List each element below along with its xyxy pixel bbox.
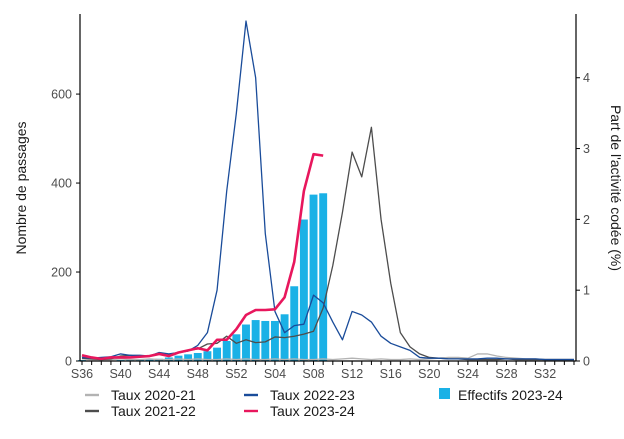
y-right-tick-label: 0 (583, 355, 590, 369)
y-axis-right-title: Part de l'activité codée (%) (608, 105, 624, 271)
bar-S01 (242, 324, 250, 361)
legend-label: Taux 2022-23 (270, 387, 355, 403)
bar-S52 (232, 334, 241, 361)
x-tick-label: S28 (495, 367, 517, 381)
bar-S02 (251, 320, 260, 361)
y-left-tick-label: 200 (51, 266, 72, 280)
x-tick-label: S44 (148, 367, 170, 381)
y-left-tick-label: 0 (65, 355, 72, 369)
x-tick-label: S04 (264, 367, 286, 381)
y-left-tick-label: 600 (51, 88, 72, 102)
x-tick-label: S32 (534, 367, 556, 381)
x-tick-label: S24 (457, 367, 479, 381)
y-right-tick-label: 4 (583, 71, 590, 85)
series-line-taux-2021-22 (81, 126, 574, 361)
bar-S49 (203, 351, 212, 361)
series-line-taux-2020-21 (81, 353, 574, 361)
axis-ticks: 0 200 400 600 0 1 2 3 4 S36 S40 S44 S48 S52 S04 S08 S12 S… (51, 71, 590, 381)
bar-S50 (213, 347, 222, 361)
x-tick-label: S16 (380, 367, 402, 381)
series-line-taux-2022-23 (81, 20, 574, 361)
x-tick-label: S36 (71, 367, 93, 381)
bar-S48 (193, 352, 202, 361)
bar-S42 (135, 359, 144, 361)
bar-S03 (261, 320, 270, 361)
y-left-tick-label: 400 (51, 177, 72, 191)
bar-series (78, 193, 328, 361)
bar-S07 (299, 219, 308, 361)
line-series (81, 20, 574, 361)
bar-S47 (184, 354, 193, 361)
legend-label: Taux 2020-21 (111, 387, 196, 403)
x-tick-label: S08 (302, 367, 324, 381)
x-tick-label: S20 (418, 367, 440, 381)
bar-S09 (319, 193, 328, 361)
bar-S43 (145, 359, 154, 361)
bar-S08 (309, 194, 318, 361)
legend-swatch (439, 388, 450, 399)
x-tick-label: S52 (225, 367, 247, 381)
y-right-tick-label: 2 (583, 213, 590, 227)
bar-S51 (222, 340, 231, 361)
x-tick-label: S12 (341, 367, 363, 381)
y-axis-left-title: Nombre de passages (13, 121, 29, 254)
x-tick-label: S40 (109, 367, 131, 381)
legend-label: Taux 2023-24 (270, 403, 355, 419)
series-line-taux-2023-24 (81, 152, 324, 361)
legend-label: Taux 2021-22 (111, 403, 196, 419)
x-tick-label: S48 (187, 367, 209, 381)
bar-S06 (290, 286, 299, 361)
y-right-tick-label: 3 (583, 142, 590, 156)
legend-label: Effectifs 2023-24 (458, 387, 563, 403)
bar-S04 (270, 320, 279, 361)
y-right-tick-label: 1 (583, 284, 590, 298)
